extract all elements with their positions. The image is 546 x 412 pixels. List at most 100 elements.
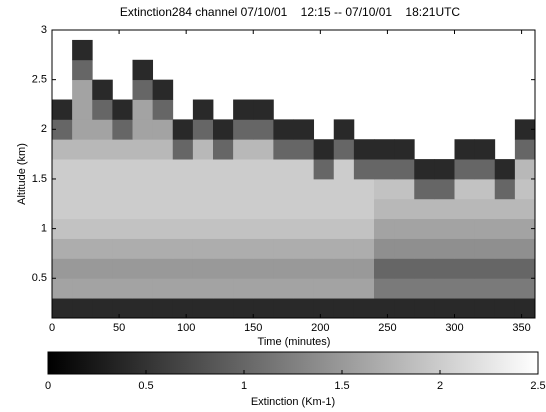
heatmap-cell [52,119,73,140]
heatmap-cell [454,298,476,319]
heatmap-cell [152,139,174,160]
heatmap-cell [293,258,315,279]
heatmap-cell [192,119,214,140]
heatmap-cell [92,178,113,200]
heatmap-cell [213,258,234,279]
heatmap-cell [494,159,516,180]
heatmap-cell [112,159,133,180]
heatmap-cell [414,238,435,259]
heatmap-cell [253,159,274,180]
heatmap-cell [172,139,194,160]
heatmap-cell [152,298,174,319]
heatmap-cell [454,178,476,200]
heatmap-cell [112,139,133,160]
heatmap-cell [313,298,335,319]
heatmap-cell [52,178,73,200]
heatmap-cell [313,198,335,220]
heatmap-cell [52,159,73,180]
heatmap-cell [353,278,375,299]
heatmap-cell [72,218,93,239]
heatmap-cell [273,258,294,279]
heatmap-cell [72,258,93,279]
heatmap-cell [52,198,73,220]
heatmap-cell [192,278,214,299]
plot-frame [51,29,536,319]
heatmap-cell [72,79,93,100]
heatmap-cell [192,159,214,180]
heatmap-cell [273,278,294,299]
heatmap-cell [333,218,355,239]
heatmap-cell [313,218,335,239]
heatmap-cell [313,178,335,200]
heatmap-cell [394,159,415,180]
heatmap-cell [233,198,254,220]
heatmap-cell [474,238,496,259]
heatmap-cell [112,99,133,120]
heatmap-cell [192,298,214,319]
heatmap-cell [313,278,335,299]
heatmap-cell [454,238,476,259]
heatmap-cell [152,119,174,140]
heatmap-cell [132,278,154,299]
heatmap-cell [253,99,274,120]
heatmap-cell [273,159,294,180]
heatmap-cell [374,139,395,160]
heatmap-cell [72,298,93,319]
heatmap-cell [172,298,194,319]
x-tick-label: 100 [177,322,195,334]
heatmap-cell [514,278,536,299]
x-tick-label: 0 [49,322,55,334]
heatmap-cell [474,278,496,299]
heatmap-cell [514,178,536,200]
y-tick-label: 2.5 [32,74,47,86]
heatmap-cell [213,238,234,259]
x-tick-label: 150 [244,322,262,334]
heatmap-cell [112,238,133,259]
heatmap-cell [514,298,536,319]
heatmap-cell [454,258,476,279]
heatmap-cell [112,258,133,279]
heatmap-cell [213,119,234,140]
heatmap-cell [333,119,355,140]
heatmap-cell [273,139,294,160]
heatmap-cell [434,298,455,319]
heatmap-cell [112,198,133,220]
y-tick-label: 0.5 [32,272,47,284]
heatmap-cell [233,278,254,299]
heatmap-cell [394,139,415,160]
heatmap-cell [92,159,113,180]
heatmap-cell [132,218,154,239]
heatmap-cell [394,198,415,220]
heatmap-cell [313,139,335,160]
heatmap-cell [514,238,536,259]
heatmap-cell [92,278,113,299]
heatmap-cell [52,99,73,120]
heatmap-cell [72,99,93,120]
colorbar-tick-label: 1 [241,380,247,392]
heatmap-cell [152,79,174,100]
heatmap-cell [172,258,194,279]
heatmap [52,39,536,319]
heatmap-cell [273,218,294,239]
heatmap-cell [72,278,93,299]
heatmap-cell [213,218,234,239]
heatmap-cell [112,278,133,299]
heatmap-cell [92,298,113,319]
heatmap-cell [253,278,274,299]
heatmap-cell [434,159,455,180]
x-tick-label: 350 [512,322,530,334]
heatmap-cell [474,218,496,239]
heatmap-cell [132,258,154,279]
heatmap-cell [494,298,516,319]
heatmap-cell [514,119,536,140]
heatmap-cell [233,139,254,160]
heatmap-cell [253,198,274,220]
heatmap-cell [233,238,254,259]
heatmap-cell [434,198,455,220]
heatmap-cell [92,198,113,220]
heatmap-cell [394,238,415,259]
x-axis-label: Time (minutes) [258,336,331,348]
heatmap-cell [192,178,214,200]
heatmap-cell [233,178,254,200]
